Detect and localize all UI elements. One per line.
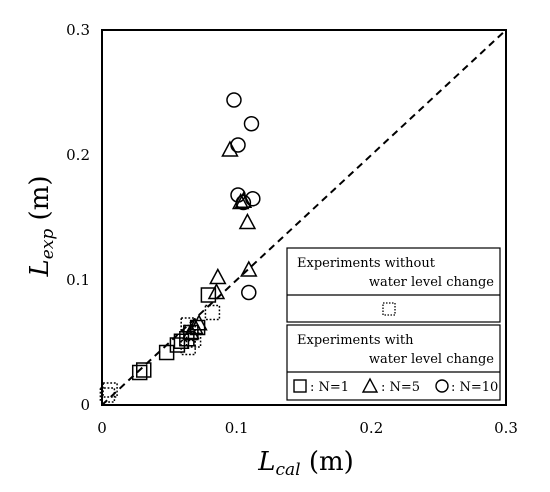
- legend: Experiments without water level change E…: [286, 247, 501, 401]
- point-circle-6: [241, 284, 257, 301]
- legend-n1-label: : N=1: [310, 380, 349, 395]
- point-square-4: [173, 333, 190, 349]
- point-circle-0: [226, 92, 242, 108]
- y-tick-label-3: 0.3: [66, 21, 90, 39]
- tick-labels: 0 0.1 0.2 0.3 0 0.1 0.2 0.3: [66, 21, 518, 437]
- x-axis-title-sub: cal: [275, 460, 300, 480]
- legend-without-line2: water level change: [369, 275, 494, 290]
- legend-square-marker: [293, 379, 307, 393]
- y-tick-label-0: 0: [80, 396, 90, 414]
- y-axis-title: Lexp (m): [25, 175, 58, 277]
- x-axis-title: Lcal (m): [257, 447, 354, 480]
- legend-n10-label: : N=10: [451, 380, 498, 395]
- plot-frame: [101, 29, 507, 406]
- point-circle-1: [230, 137, 246, 153]
- point-square-0: [131, 364, 148, 381]
- legend-box-with: [286, 324, 501, 401]
- point-triangle-0: [182, 322, 200, 340]
- legend-with-line1: Experiments with: [297, 333, 414, 348]
- y-axis-title-main: L: [25, 259, 55, 277]
- legend-with-line2: water level change: [369, 352, 494, 367]
- point-square-1: [135, 362, 152, 378]
- legend-triangle-marker: [361, 377, 379, 393]
- point-square-8: [200, 287, 217, 303]
- point-triangle-8: [238, 212, 257, 230]
- legend-circle-marker: [435, 379, 449, 393]
- point-triangle-9: [240, 260, 258, 277]
- legend-dotted-square-marker: [382, 302, 396, 316]
- x-tick-label-3: 0.3: [494, 419, 518, 437]
- x-tick-label-0: 0: [97, 419, 107, 437]
- point-triangle-4: [209, 267, 227, 285]
- reference-line: [101, 29, 507, 406]
- point-square-dotted-6: [204, 304, 221, 321]
- point-circle-3: [235, 194, 252, 211]
- point-circle-5: [245, 191, 261, 207]
- point-circle-4: [243, 116, 260, 132]
- y-tick-label-1: 0.1: [66, 271, 90, 289]
- point-triangle-1: [186, 317, 204, 335]
- y-axis-title-sub: exp: [38, 229, 58, 260]
- point-triangle-5: [221, 140, 239, 157]
- x-tick-label-1: 0.1: [225, 419, 249, 437]
- point-triangle-7: [234, 191, 253, 208]
- y-tick-label-2: 0.2: [66, 146, 90, 164]
- y-axis-title-unit: (m): [25, 175, 55, 228]
- point-triangle-3: [207, 282, 226, 300]
- chart-marks: [99, 29, 507, 406]
- point-triangle-2: [190, 314, 208, 331]
- x-tick-label-2: 0.2: [359, 419, 383, 437]
- legend-box-without: [286, 247, 501, 323]
- legend-without-line1: Experiments without: [297, 256, 436, 271]
- x-axis-title-unit: (m): [301, 447, 354, 477]
- legend-n5-label: : N=5: [381, 380, 420, 395]
- x-axis-title-main: L: [257, 447, 275, 477]
